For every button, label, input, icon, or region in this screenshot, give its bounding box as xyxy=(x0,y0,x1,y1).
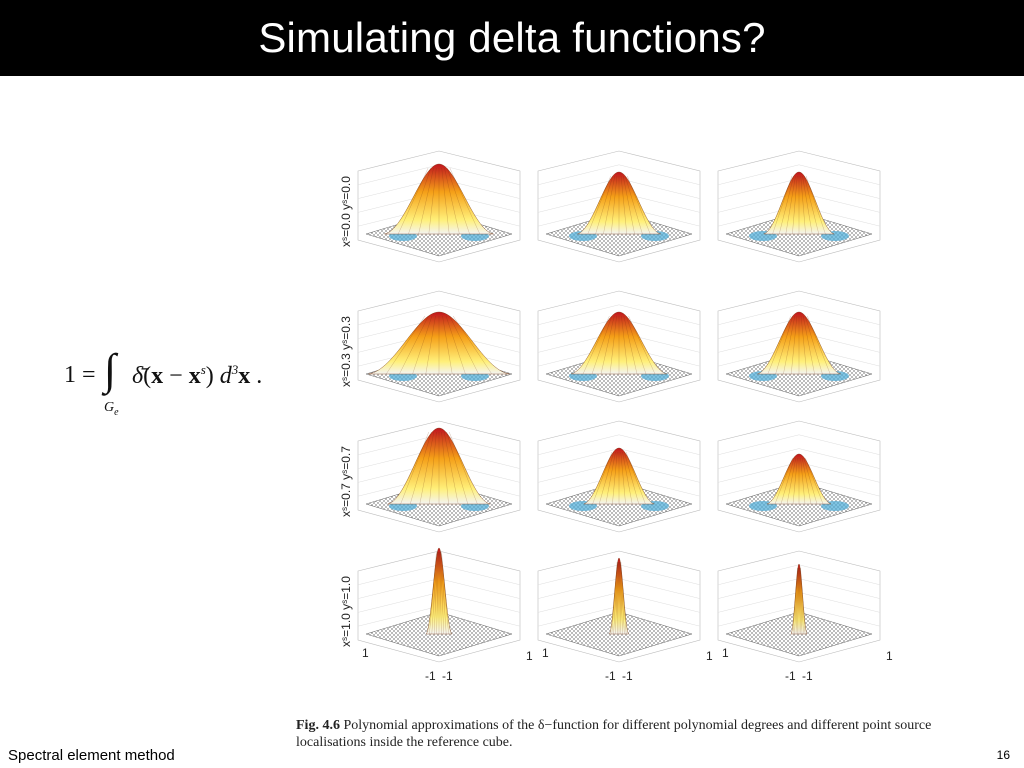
axis-tick-label: -1 xyxy=(442,669,453,683)
surface-plot-panel xyxy=(537,290,701,403)
axis-tick-label: 1 xyxy=(722,646,729,660)
row-label: xˢ=1.0 yˢ=1.0 xyxy=(339,576,353,647)
row-label: xˢ=0.3 yˢ=0.3 xyxy=(339,316,353,387)
normalization-equation: 1 = ∫ Ge δ̄(x − xs) d3x . xyxy=(64,345,304,428)
surface-plot-panel xyxy=(537,550,701,663)
surface-plot-panel xyxy=(537,150,701,263)
surface-plot-panel xyxy=(357,150,521,263)
surface-plot-panel xyxy=(717,150,881,263)
surface-plot-panel xyxy=(357,420,521,533)
caption-label: Fig. 4.6 xyxy=(296,718,340,733)
axis-tick-label: -1 xyxy=(425,669,436,683)
surface-plot-panel xyxy=(357,290,521,403)
title-bar: Simulating delta functions? xyxy=(0,0,1024,76)
caption-text: Polynomial approximations of the δ−funct… xyxy=(296,718,932,750)
integral-subscript: Ge xyxy=(104,400,119,418)
surface-plot-panel xyxy=(717,420,881,533)
axis-tick-label: -1 xyxy=(802,669,813,683)
axis-tick-label: -1 xyxy=(622,669,633,683)
surface-plot-panel xyxy=(537,420,701,533)
equation-integrand: δ̄(x − xs) d3x . xyxy=(132,362,263,389)
axis-tick-label: 1 xyxy=(886,649,893,663)
integral-symbol: ∫ xyxy=(104,345,117,394)
axis-tick-label: 1 xyxy=(526,649,533,663)
axis-tick-label: 1 xyxy=(362,646,369,660)
axis-tick-label: -1 xyxy=(785,669,796,683)
equation-lhs: 1 = xyxy=(64,362,96,388)
page-number: 16 xyxy=(996,748,1010,762)
surface-plot-panel xyxy=(717,550,881,663)
row-label: xˢ=0.0 yˢ=0.0 xyxy=(339,176,353,247)
axis-tick-label: -1 xyxy=(605,669,616,683)
surface-plot-panel xyxy=(717,290,881,403)
figure-caption: Fig. 4.6 Polynomial approximations of th… xyxy=(296,717,946,751)
axis-tick-label: 1 xyxy=(706,649,713,663)
slide-title: Simulating delta functions? xyxy=(258,14,766,61)
footer-course-name: Spectral element method xyxy=(8,747,175,764)
surface-plot-panel xyxy=(357,547,521,663)
delta-function-figure: xˢ=0.0 yˢ=0.0 xˢ=0.3 yˢ=0.3 xˢ=0.7 yˢ=0.7 x… xyxy=(339,150,893,683)
axis-tick-label: 1 xyxy=(542,646,549,660)
row-label: xˢ=0.7 yˢ=0.7 xyxy=(339,446,353,517)
